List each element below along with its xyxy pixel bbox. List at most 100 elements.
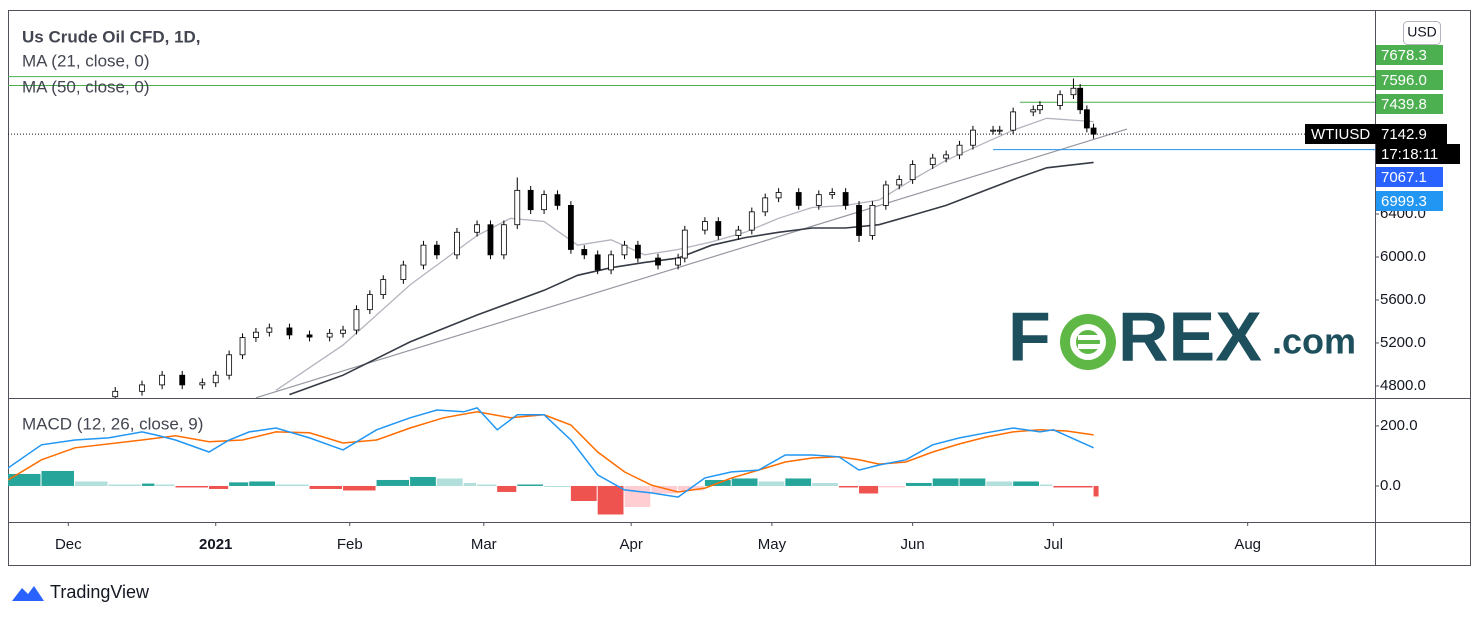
histogram-bar bbox=[436, 478, 463, 486]
candle-body bbox=[581, 249, 588, 256]
candle-body bbox=[500, 224, 507, 256]
histogram-bar bbox=[410, 476, 436, 486]
candle-body bbox=[1057, 94, 1063, 106]
legend-entry: MA (50, close, 0) bbox=[22, 77, 150, 96]
histogram-bar bbox=[229, 482, 249, 486]
ma-line bbox=[275, 117, 1094, 391]
candle-body bbox=[762, 197, 769, 213]
level-label-box bbox=[1376, 167, 1443, 187]
x-tick-label: Apr bbox=[620, 536, 643, 553]
currency: USD bbox=[1407, 24, 1437, 40]
candle-body bbox=[970, 129, 976, 146]
candle-body bbox=[1037, 105, 1043, 111]
candle-body bbox=[326, 332, 333, 338]
candle-body bbox=[541, 194, 547, 211]
histogram-bar bbox=[651, 485, 678, 494]
histogram-bar bbox=[249, 481, 276, 486]
level-label-box bbox=[1376, 94, 1443, 114]
x-tick-label: Jun bbox=[901, 536, 925, 553]
candle-body bbox=[366, 294, 373, 311]
candle-body bbox=[943, 154, 950, 159]
countdown-box bbox=[1376, 144, 1460, 164]
candle-body bbox=[400, 264, 407, 280]
histogram-bar bbox=[986, 481, 1013, 486]
level-label: 7678.3 bbox=[1381, 47, 1427, 64]
candle-body bbox=[1090, 127, 1097, 135]
candle-body bbox=[594, 254, 601, 271]
candle-body bbox=[420, 244, 427, 266]
candle-body bbox=[1077, 87, 1084, 111]
histogram-bar bbox=[175, 485, 209, 488]
level-label-box bbox=[1376, 45, 1443, 65]
histogram-bar bbox=[731, 478, 758, 486]
candle-body bbox=[856, 204, 862, 236]
histogram-bar bbox=[155, 484, 175, 486]
candle-body bbox=[896, 179, 903, 186]
price-label-box bbox=[1305, 124, 1447, 144]
candle-body bbox=[882, 184, 889, 206]
candle-body bbox=[380, 279, 387, 296]
candle-body bbox=[869, 204, 876, 236]
candle-body bbox=[527, 189, 534, 211]
watermark-logo bbox=[1060, 314, 1116, 370]
histogram-bar bbox=[959, 478, 986, 486]
watermark-text: REX bbox=[1118, 297, 1262, 375]
histogram-bar bbox=[1053, 485, 1093, 488]
candle-body bbox=[634, 244, 641, 259]
footer-brand[interactable]: TradingView bbox=[50, 582, 150, 602]
candle-body bbox=[266, 327, 273, 333]
footer-logo bbox=[12, 586, 44, 601]
x-tick-label: May bbox=[758, 536, 787, 553]
y-tick-label: 5200.0 bbox=[1380, 334, 1426, 351]
histogram-bar bbox=[838, 485, 859, 488]
chart-title: MACD (12, 26, close, 9) bbox=[22, 414, 203, 433]
histogram-bar bbox=[905, 482, 932, 486]
candle-body bbox=[253, 331, 259, 338]
histogram-bar bbox=[41, 470, 75, 486]
candle-body bbox=[929, 157, 936, 165]
price-pane bbox=[8, 76, 1375, 398]
legend: Us Crude Oil CFD, 1D, MA (21, close, 0) … bbox=[22, 27, 203, 433]
histogram-bar bbox=[758, 481, 785, 486]
y-tick-label: 4800.0 bbox=[1380, 377, 1426, 394]
x-tick-label: Aug bbox=[1234, 536, 1261, 553]
level-label: 6999.3 bbox=[1381, 193, 1427, 210]
candle-body bbox=[735, 229, 742, 236]
candle-body bbox=[514, 189, 521, 226]
currency-box bbox=[1403, 21, 1441, 45]
candle-body bbox=[956, 144, 963, 156]
chart-title: Us Crude Oil CFD, 1D, bbox=[22, 27, 201, 46]
candle-body bbox=[775, 192, 782, 199]
candle-body bbox=[474, 224, 480, 233]
histogram-bar bbox=[879, 485, 905, 488]
histogram-bar bbox=[477, 484, 497, 486]
level-label: 7439.8 bbox=[1381, 96, 1427, 113]
candle-body bbox=[487, 224, 494, 256]
candle-body bbox=[702, 221, 708, 231]
histogram-bar bbox=[1039, 484, 1053, 486]
level-label: 7067.1 bbox=[1381, 169, 1427, 186]
histogram-bar bbox=[597, 485, 624, 515]
histogram-bar bbox=[624, 485, 651, 507]
watermark: F REX .com bbox=[1008, 297, 1356, 375]
candle-body bbox=[179, 374, 186, 386]
candle-body bbox=[139, 384, 145, 392]
histogram-bar bbox=[497, 485, 517, 492]
candle-body bbox=[112, 390, 119, 398]
watermark-text: F bbox=[1008, 297, 1051, 375]
histogram-bar bbox=[859, 485, 879, 494]
watermark-text: .com bbox=[1272, 321, 1356, 362]
histogram-bar bbox=[75, 481, 108, 486]
frame bbox=[8, 10, 1471, 566]
candle-body bbox=[567, 204, 574, 250]
histogram-bar bbox=[276, 484, 309, 486]
x-tick-label: Mar bbox=[471, 536, 497, 553]
watermark-logo bbox=[1078, 344, 1100, 349]
candle-body bbox=[1030, 109, 1037, 113]
candle-body bbox=[226, 354, 233, 376]
histogram-bar bbox=[108, 484, 142, 486]
candle-body bbox=[842, 192, 849, 206]
y-tick-label: 200.0 bbox=[1380, 417, 1418, 434]
histogram-bar bbox=[1013, 481, 1039, 486]
